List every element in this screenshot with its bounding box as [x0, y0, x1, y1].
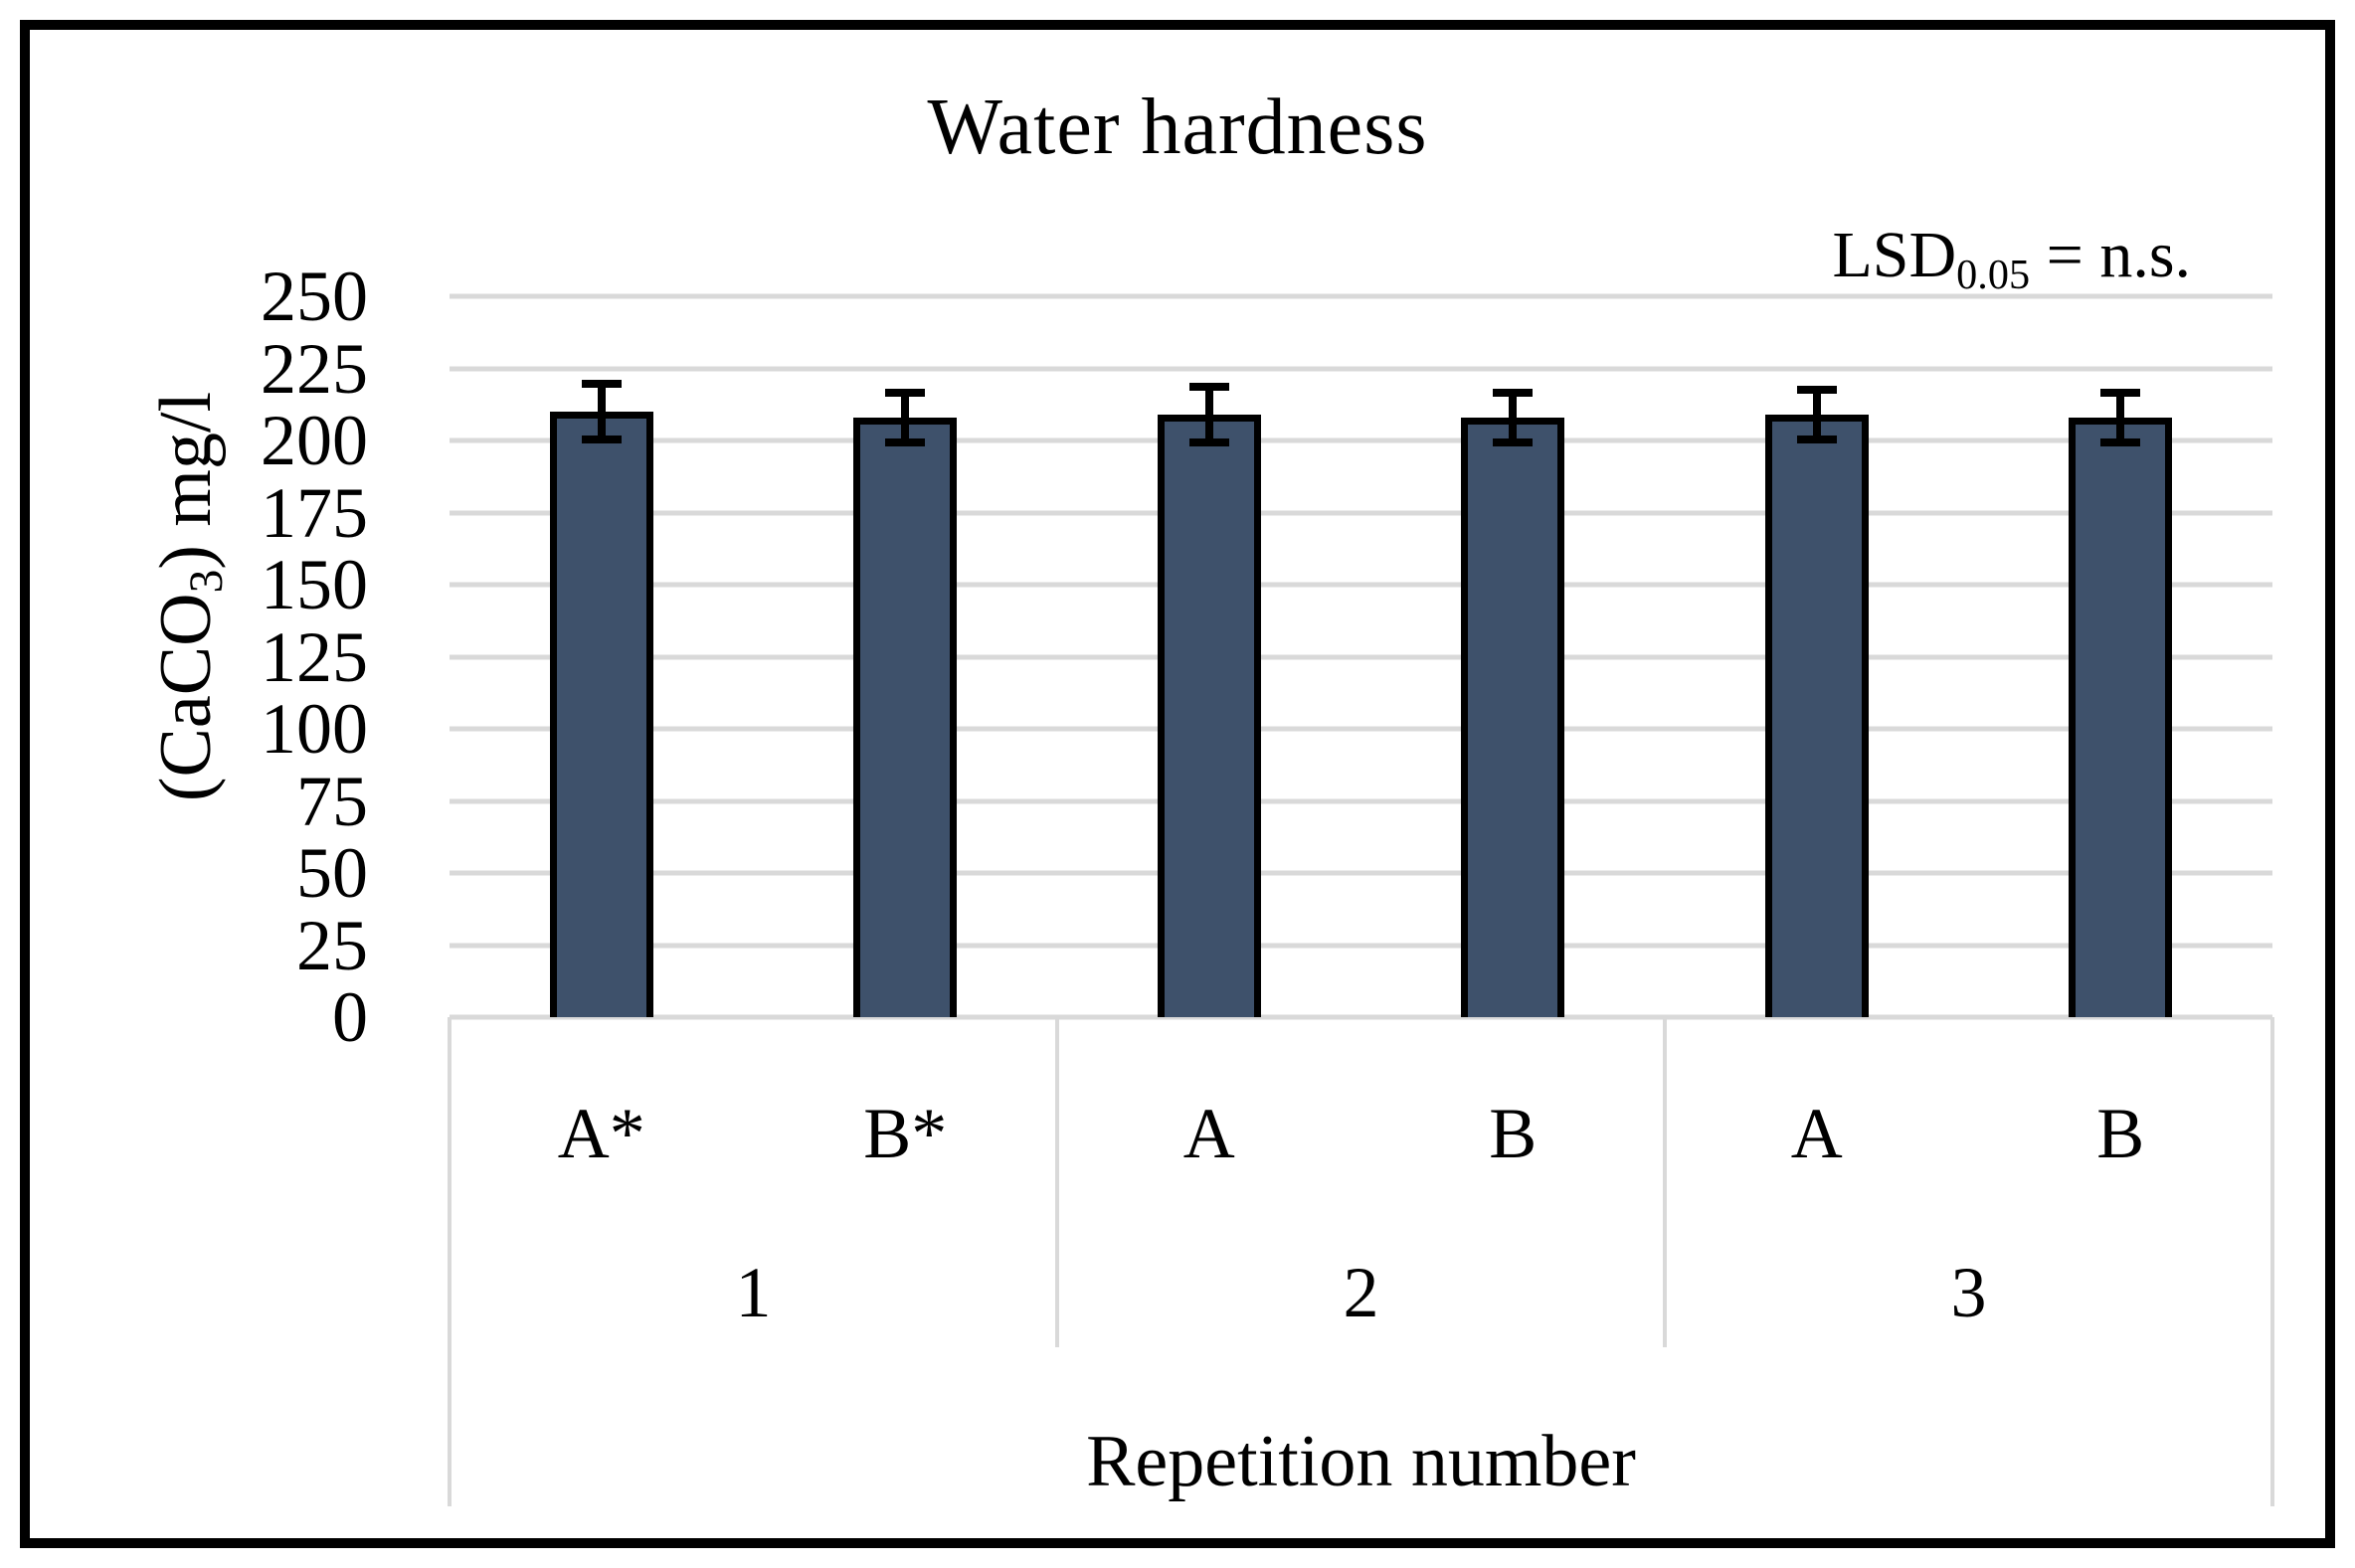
error-bar-cap-top: [885, 388, 926, 397]
y-tick-label-25: 25: [296, 905, 368, 985]
gridline-50: [450, 870, 2272, 876]
plot-area: 0 25 50 75 100 125 150 175 200 225 250: [261, 261, 2272, 1053]
bar-2: [853, 417, 958, 1017]
lsd-prefix: LSD: [1832, 219, 1957, 291]
x-tick-treatment-label-1: A*: [557, 1094, 645, 1173]
x-tick-treatment-label-5: A: [1790, 1094, 1843, 1173]
y-tick-label-50: 50: [296, 833, 368, 913]
y-tick-label-0: 0: [332, 977, 368, 1057]
x-tick-treatment-label-2: B*: [863, 1094, 948, 1173]
bar-3: [1157, 414, 1261, 1017]
gridline-200: [450, 437, 2272, 443]
gridline-75: [450, 798, 2272, 803]
error-bar-6: [2100, 388, 2141, 446]
lsd-annotation: LSD0.05 = n.s.: [1832, 223, 2191, 296]
error-bar-line: [1509, 388, 1518, 446]
x-tick-treatment-label-3: A: [1182, 1094, 1235, 1173]
error-bar-cap-top: [1188, 383, 1229, 392]
gridline-100: [450, 726, 2272, 732]
error-bar-line: [1812, 385, 1821, 443]
gridline-225: [450, 366, 2272, 371]
group-divider-2: [1662, 1017, 1667, 1347]
bar-5: [1764, 414, 1869, 1017]
figure-border: [20, 20, 2335, 1548]
error-bar-3: [1188, 383, 1229, 446]
y-tick-label-250: 250: [261, 257, 368, 336]
table-left-border: [448, 1017, 452, 1506]
error-bar-cap-top: [2100, 388, 2141, 397]
error-bar-cap-bottom: [1493, 437, 1534, 446]
error-bar-line: [901, 388, 910, 446]
x-tick-group-label-2: 2: [1343, 1253, 1379, 1332]
y-tick-label-200: 200: [261, 401, 368, 480]
error-bar-5: [1796, 385, 1837, 443]
x-tick-treatment-label-6: B: [2096, 1094, 2145, 1173]
gridline-250: [450, 293, 2272, 299]
error-bar-cap-top: [1493, 388, 1534, 397]
error-bar-cap-bottom: [885, 437, 926, 446]
y-tick-label-75: 75: [296, 761, 368, 841]
y-tick-label-150: 150: [261, 545, 368, 624]
x-tick-treatment-label-4: B: [1489, 1094, 1538, 1173]
gridline-150: [450, 582, 2272, 588]
error-bar-cap-bottom: [1188, 437, 1229, 446]
y-tick-label-125: 125: [261, 616, 368, 697]
error-bar-1: [581, 380, 622, 443]
table-right-border: [2270, 1017, 2274, 1506]
y-tick-label-100: 100: [261, 689, 368, 769]
error-bar-cap-bottom: [1796, 435, 1837, 443]
error-bar-cap-top: [581, 380, 622, 389]
x-tick-group-label-1: 1: [735, 1253, 772, 1332]
gridline-125: [450, 654, 2272, 659]
lsd-suffix: = n.s.: [2030, 219, 2191, 291]
gridline-25: [450, 943, 2272, 948]
gridline-0: [450, 1014, 2272, 1020]
error-bar-cap-bottom: [2100, 437, 2141, 446]
chart-title: Water hardness: [927, 84, 1428, 171]
x-axis-title: Repetition number: [1086, 1421, 1636, 1502]
y-tick-label-225: 225: [261, 328, 368, 409]
error-bar-2: [885, 388, 926, 446]
bar-6: [2069, 417, 2173, 1017]
lsd-subscript: 0.05: [1956, 251, 2031, 298]
group-divider-1: [1054, 1017, 1059, 1347]
error-bar-cap-bottom: [581, 435, 622, 443]
bar-1: [549, 412, 653, 1017]
error-bar-line: [2116, 388, 2125, 446]
error-bar-line: [597, 380, 606, 443]
error-bar-cap-top: [1796, 385, 1837, 394]
bar-4: [1461, 417, 1565, 1017]
x-tick-group-label-3: 3: [1950, 1253, 1987, 1332]
error-bar-line: [1204, 383, 1213, 446]
y-tick-label-175: 175: [261, 472, 368, 553]
x-axis-table: Repetition number A* B* A B A B 1 2 3: [448, 1017, 2274, 1506]
error-bar-4: [1493, 388, 1534, 446]
gridline-175: [450, 510, 2272, 515]
